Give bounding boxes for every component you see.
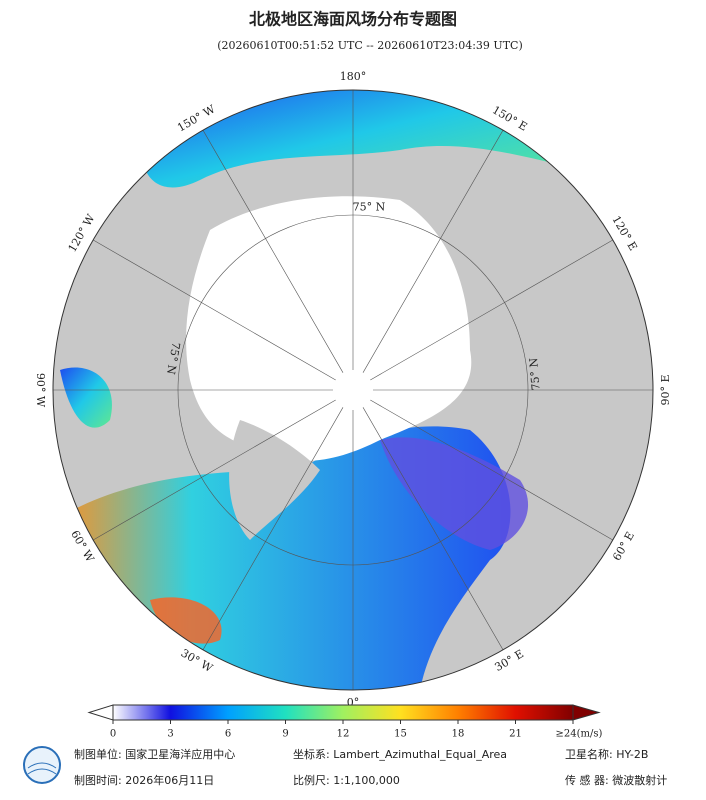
colorbar-tick-label: 3 [167, 729, 173, 740]
subtitle: (20260610T00:51:52 UTC -- 20260610T23:04… [217, 39, 523, 52]
colorbar-min-arrow [87, 704, 114, 721]
meridian-label: 180° [340, 70, 367, 83]
meridian-line [93, 239, 336, 381]
footer: 制图单位: 国家卫星海洋应用中心 坐标系: Lambert_Azimuthal_… [23, 746, 667, 787]
parallel-label: 75° N [527, 357, 543, 391]
footer-scale: 比例尺: 1:1,100,000 [293, 773, 400, 787]
colorbar-tick-label: 18 [452, 729, 465, 740]
title: 北极地区海面风场分布专题图 [249, 10, 457, 29]
meridian-label: 90° E [659, 374, 672, 405]
colorbar-tick-label: 12 [337, 729, 350, 740]
meridian-label: 90° W [34, 373, 47, 408]
meridian-line [93, 399, 336, 541]
sea-ice [186, 196, 472, 461]
colorbar-ramp [112, 704, 574, 721]
footer-sensor: 传 感 器: 微波散射计 [565, 773, 667, 787]
parallel-label: 75° N [164, 341, 183, 376]
meridian-line [362, 407, 504, 650]
meridian-line [370, 239, 613, 381]
footer-unit: 制图单位: 国家卫星海洋应用中心 [74, 747, 235, 761]
meridian-line [202, 130, 344, 373]
footer-satellite: 卫星名称: HY-2B [565, 747, 648, 761]
footer-crs: 坐标系: Lambert_Azimuthal_Equal_Area [293, 747, 507, 761]
meridian-line [370, 399, 613, 541]
wind-barents [380, 437, 529, 550]
parallel-label: 75° N [353, 201, 386, 214]
colorbar-max-arrow [572, 704, 601, 721]
map [53, 90, 653, 690]
footer-date: 制图时间: 2026年06月11日 [74, 773, 214, 787]
meridian-line [362, 130, 504, 373]
colorbar-tick-label: 6 [225, 729, 231, 740]
map-border [52, 89, 654, 691]
colorbar-tick-label: 0 [110, 729, 116, 740]
greenland [229, 420, 320, 540]
wind-strong [150, 597, 222, 644]
colorbar: 0 3 6 9 12 15 18 21 ≥24(m/s) [87, 704, 603, 740]
colorbar-tick-label: 15 [394, 729, 407, 740]
logo [23, 746, 61, 784]
wind-hudson [60, 367, 112, 428]
colorbar-tick-label: 9 [282, 729, 288, 740]
graticule [53, 90, 653, 690]
colorbar-tick-label: 21 [509, 729, 522, 740]
meridian-line [202, 407, 344, 650]
colorbar-tick-label: ≥24(m/s) [556, 729, 603, 740]
logo-waves [27, 762, 57, 775]
